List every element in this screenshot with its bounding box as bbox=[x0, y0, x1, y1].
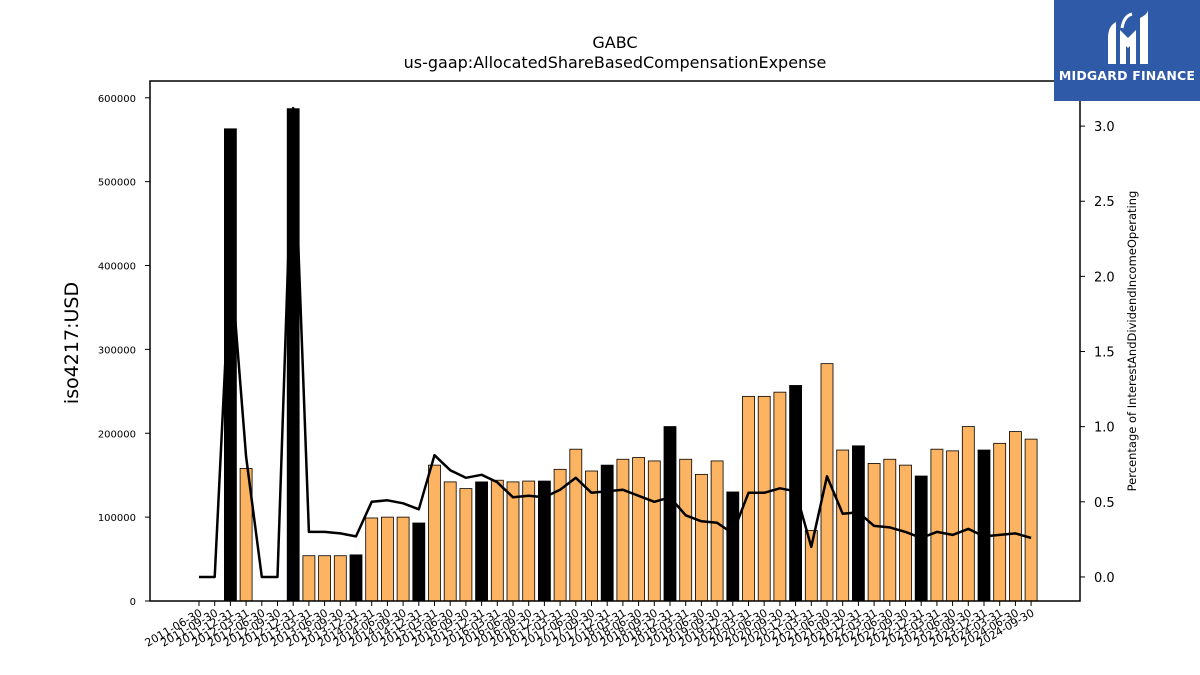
y2-tick-label: 1.5 bbox=[1094, 346, 1115, 361]
chart-subtitle: us-gaap:AllocatedShareBasedCompensationE… bbox=[404, 53, 827, 72]
bar bbox=[428, 464, 441, 602]
bar bbox=[961, 426, 975, 602]
bar bbox=[710, 460, 724, 602]
bar bbox=[490, 479, 504, 602]
bar bbox=[742, 395, 755, 602]
line-layer bbox=[199, 106, 1032, 579]
bar bbox=[852, 445, 865, 602]
chart-title: GABC bbox=[592, 33, 637, 52]
bar bbox=[773, 391, 787, 602]
bar bbox=[600, 464, 614, 602]
bar bbox=[663, 426, 677, 602]
y2-tick-label: 3.0 bbox=[1094, 120, 1115, 135]
bar bbox=[365, 517, 379, 602]
bar bbox=[396, 516, 410, 602]
bar bbox=[820, 363, 834, 602]
bar bbox=[459, 488, 473, 602]
y-tick-label: 400000 bbox=[98, 262, 136, 273]
y-tick-label: 600000 bbox=[98, 94, 136, 105]
bar bbox=[569, 448, 583, 602]
bar bbox=[695, 473, 708, 602]
percentage-line bbox=[199, 106, 1032, 579]
midgard-finance-logo-icon bbox=[1108, 10, 1148, 64]
y-tick-label: 500000 bbox=[98, 178, 136, 189]
y-tick-label: 200000 bbox=[98, 429, 136, 440]
bar bbox=[946, 450, 959, 602]
bar bbox=[475, 481, 489, 602]
bar bbox=[333, 555, 347, 602]
bar bbox=[1009, 431, 1022, 602]
y2-tick-label: 0.0 bbox=[1094, 571, 1115, 586]
bar bbox=[302, 555, 316, 602]
bar bbox=[522, 480, 536, 602]
bar bbox=[647, 460, 661, 602]
bar bbox=[1024, 438, 1038, 602]
bar bbox=[349, 554, 363, 602]
bars-layer bbox=[223, 108, 1038, 602]
y2-tick-label: 0.5 bbox=[1094, 496, 1115, 511]
y-tick-label: 300000 bbox=[98, 345, 136, 356]
bar bbox=[726, 491, 740, 602]
y2-tick-label: 2.5 bbox=[1094, 195, 1115, 210]
logo-text: MIDGARD FINANCE bbox=[1058, 68, 1196, 83]
bar bbox=[993, 442, 1007, 602]
bar bbox=[930, 448, 944, 602]
bar bbox=[883, 458, 897, 602]
bar bbox=[286, 108, 300, 602]
bar bbox=[977, 449, 991, 602]
bar bbox=[757, 395, 771, 602]
bar bbox=[679, 458, 693, 602]
bar bbox=[506, 481, 520, 602]
y-tick-label: 100000 bbox=[98, 513, 136, 524]
bar bbox=[616, 458, 630, 602]
plot-frame bbox=[149, 80, 1081, 602]
y-axis-label: iso4217:USD bbox=[61, 282, 83, 404]
bar bbox=[412, 522, 426, 602]
bar bbox=[867, 463, 881, 602]
y2-tick-label: 1.0 bbox=[1094, 421, 1115, 436]
y-tick-label: 0 bbox=[130, 597, 136, 608]
bar bbox=[380, 516, 394, 602]
y2-axis-ticks: 0.0 0.5 1.0 1.5 2.0 2.5 3.0 bbox=[1080, 120, 1115, 586]
x-axis-ticks: 2011-06-302011-09-302011-12-312012-03-31… bbox=[143, 601, 1037, 650]
bar bbox=[632, 457, 645, 602]
y-axis-ticks: 0 100000 200000 300000 400000 500000 600000 bbox=[98, 94, 150, 608]
y2-axis-label: Percentage of InterestAndDividendIncomeO… bbox=[1125, 191, 1139, 492]
bar bbox=[804, 530, 818, 602]
y2-tick-label: 2.0 bbox=[1094, 270, 1115, 285]
bar bbox=[443, 481, 457, 602]
bar bbox=[836, 449, 850, 602]
midgard-finance-logo: MIDGARD FINANCE bbox=[1054, 0, 1200, 101]
bar bbox=[318, 555, 332, 602]
bar bbox=[538, 480, 551, 602]
